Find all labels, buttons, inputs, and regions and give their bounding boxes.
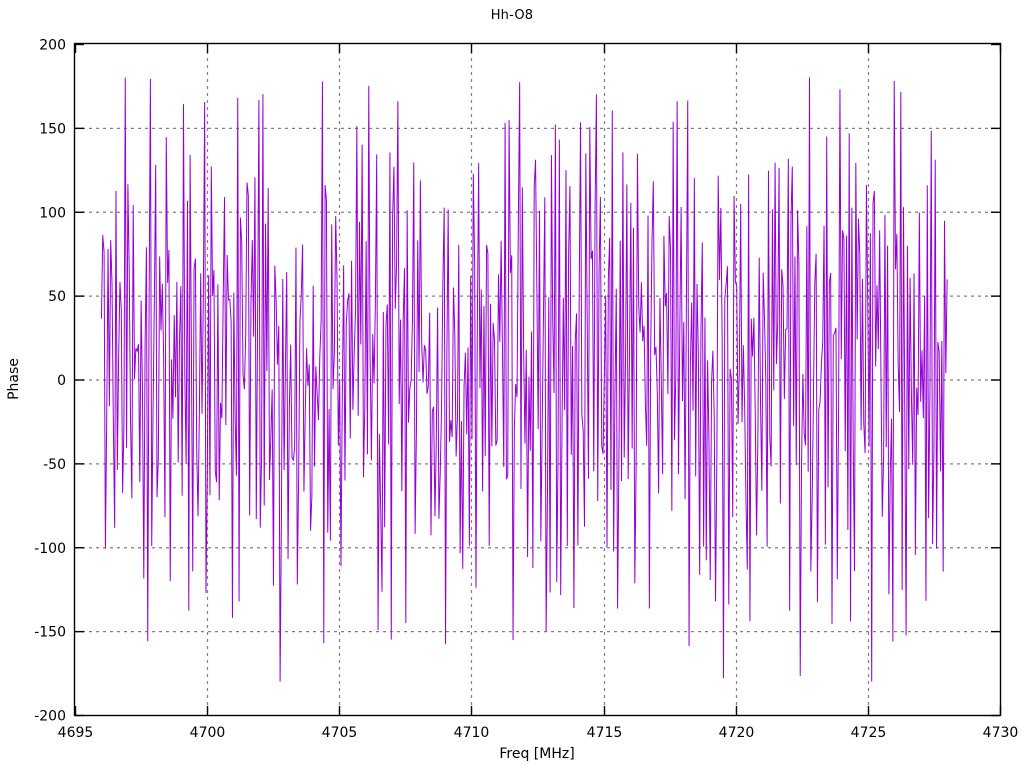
x-tick-label: 4710 bbox=[454, 725, 490, 741]
x-axis-ticks bbox=[74, 44, 1002, 715]
x-tick-label: 4700 bbox=[190, 725, 226, 741]
y-tick-label: 0 bbox=[57, 373, 66, 389]
y-axis-tick-labels: -200 -150 -100 -50 0 50 100 150 200 bbox=[34, 38, 66, 725]
y-tick-label: -200 bbox=[34, 709, 66, 725]
y-tick-label: -150 bbox=[34, 625, 66, 641]
x-tick-label: 4695 bbox=[58, 725, 94, 741]
plot-frame bbox=[73, 42, 1002, 717]
data-series-layer bbox=[100, 77, 948, 682]
y-tick-label: 50 bbox=[48, 289, 66, 305]
data-series-line bbox=[100, 77, 948, 682]
x-tick-label: 4715 bbox=[587, 725, 623, 741]
y-axis-ticks bbox=[75, 43, 1000, 717]
x-tick-label: 4730 bbox=[983, 725, 1019, 741]
y-tick-label: -50 bbox=[43, 457, 66, 473]
y-tick-label: 200 bbox=[39, 38, 66, 54]
x-tick-label: 4725 bbox=[851, 725, 887, 741]
y-tick-label: 100 bbox=[39, 205, 66, 221]
y-axis-title: Phase bbox=[6, 358, 22, 400]
x-axis-tick-labels: 4695 4700 4705 4710 4715 4720 4725 4730 bbox=[58, 725, 1019, 741]
x-tick-label: 4705 bbox=[322, 725, 358, 741]
x-axis-title: Freq [MHz] bbox=[499, 746, 574, 762]
y-tick-label: -100 bbox=[34, 541, 66, 557]
page-title: Hh-O8 bbox=[490, 8, 534, 23]
y-tick-label: 150 bbox=[39, 121, 66, 137]
x-tick-label: 4720 bbox=[719, 725, 755, 741]
